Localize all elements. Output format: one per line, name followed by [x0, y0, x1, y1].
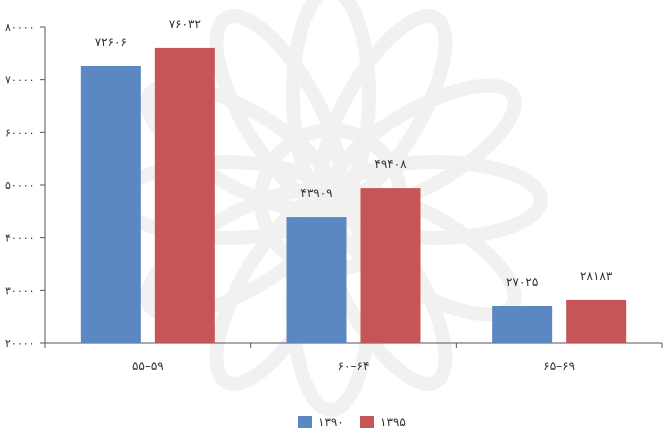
watermark-petal: [286, 0, 376, 207]
legend-label: ۱۳۹۰: [318, 415, 344, 429]
watermark-petal: [314, 9, 453, 209]
data-label: ۷۶۰۳۲: [169, 17, 201, 31]
watermark-petal: [322, 78, 522, 217]
x-axis-ticks: [44, 343, 663, 348]
watermark-petal: [209, 9, 348, 209]
category-labels-group: ۵۵–۵۹ ۶۰–۶۴ ۶۵–۶۹: [132, 359, 575, 373]
data-label: ۲۸۱۸۳: [580, 269, 613, 283]
y-tick-label: ۸۰۰۰۰: [5, 21, 35, 34]
category-label: ۶۵–۶۹: [543, 359, 575, 373]
category-label: ۵۵–۵۹: [132, 359, 164, 373]
bar: [360, 188, 421, 343]
y-axis-ticks: ۲۰۰۰۰ ۳۰۰۰۰ ۴۰۰۰۰ ۵۰۰۰۰ ۶۰۰۰۰ ۷۰۰۰۰ ۸۰۰۰۰: [5, 21, 45, 350]
category-label: ۶۰–۶۴: [338, 359, 370, 373]
bar: [492, 306, 553, 343]
watermark-petal: [140, 183, 340, 322]
y-tick-label: ۶۰۰۰۰: [5, 126, 35, 139]
bar: [154, 47, 215, 343]
legend: ۱۳۹۰ ۱۳۹۵: [298, 415, 406, 429]
legend-label: ۱۳۹۵: [380, 415, 406, 429]
data-label: ۷۲۶۰۶: [95, 35, 127, 49]
data-label: ۲۷۰۲۵: [506, 275, 538, 289]
watermark-petal: [324, 155, 548, 245]
y-tick-label: ۷۰۰۰۰: [5, 74, 35, 87]
data-labels-group: ۷۲۶۰۶ ۴۳۹۰۹ ۲۷۰۲۵ ۷۶۰۳۲ ۴۹۴۰۸ ۲۸۱۸۳: [95, 17, 613, 289]
data-label: ۴۳۹۰۹: [300, 186, 332, 200]
bar: [286, 217, 347, 343]
y-tick-label: ۵۰۰۰۰: [5, 179, 35, 192]
data-label: ۴۹۴۰۸: [374, 157, 407, 171]
y-tick-label: ۳۰۰۰۰: [5, 284, 35, 297]
bar: [80, 65, 141, 343]
y-tick-label: ۲۰۰۰۰: [5, 337, 35, 350]
y-tick-label: ۴۰۰۰۰: [5, 232, 35, 245]
bar: [566, 299, 627, 343]
legend-swatch: [360, 416, 374, 428]
legend-swatch: [298, 416, 312, 428]
watermark-petal: [140, 78, 340, 217]
bars-group: [80, 47, 627, 343]
